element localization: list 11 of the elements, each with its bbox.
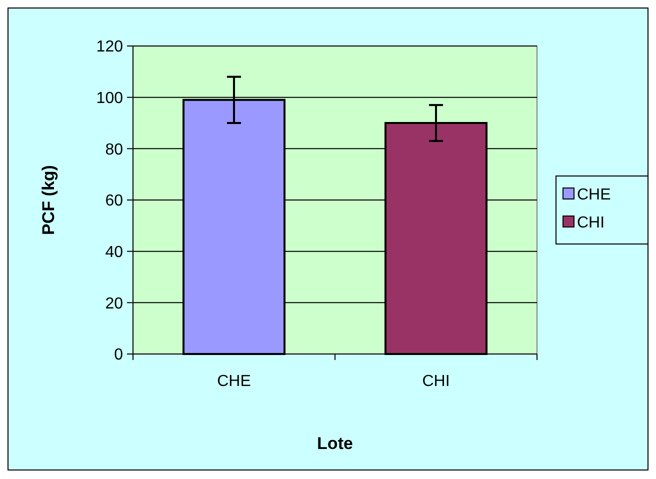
y-tick-label: 80: [105, 141, 124, 158]
y-tick-label: 120: [96, 38, 124, 56]
y-tick-label: 40: [105, 244, 124, 261]
y-tick-label: 20: [105, 295, 124, 312]
y-axis-title: PCF (kg): [39, 165, 58, 235]
y-tick-label: 100: [96, 90, 124, 107]
y-tick-label: 60: [105, 192, 124, 210]
legend-label: CHE: [577, 186, 611, 204]
y-tick-label: 0: [114, 346, 124, 364]
legend-label: CHI: [577, 214, 605, 232]
x-axis-title: Lote: [317, 434, 353, 453]
